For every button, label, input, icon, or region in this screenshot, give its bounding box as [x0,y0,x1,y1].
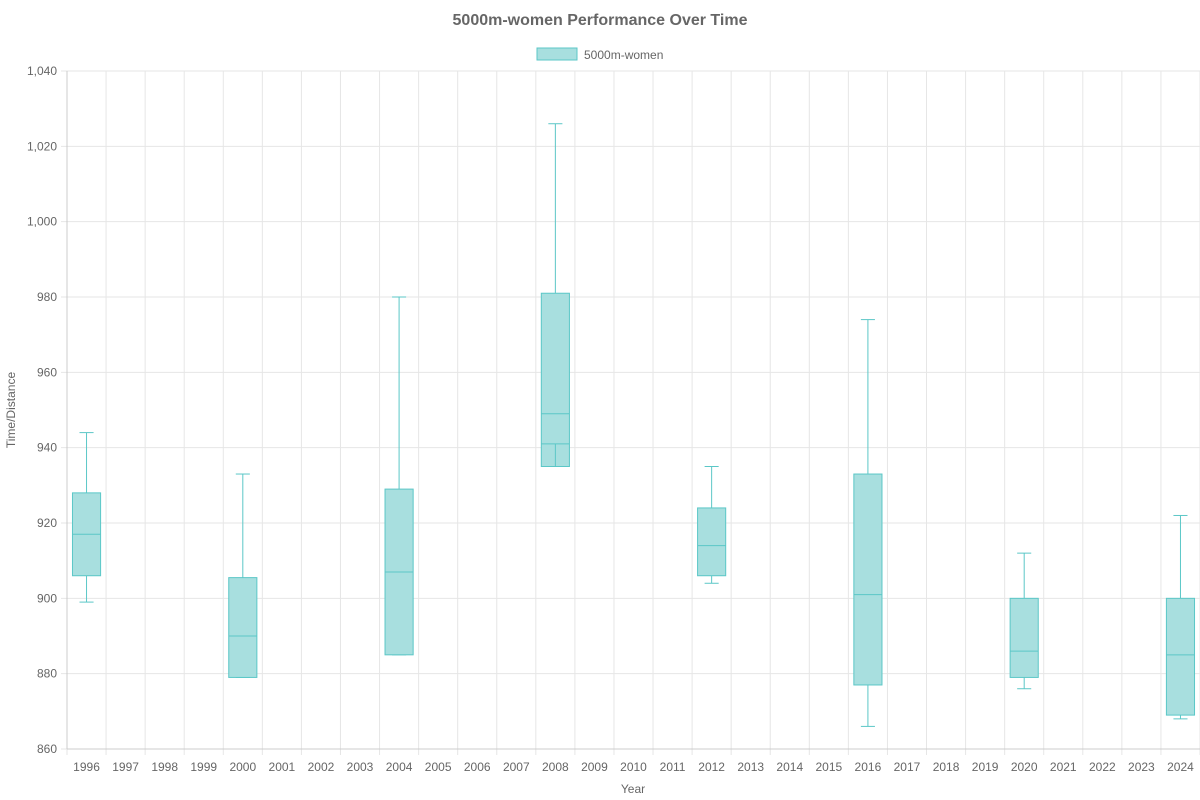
axis-layer: 860 880 900 920 940 960 980 1,000 1,020 1,040 1996… [27,64,1200,774]
x-tick-label: 2023 [1128,760,1155,774]
y-tick-label: 940 [37,441,57,455]
legend-label: 5000m-women [584,48,663,62]
box-2020[interactable] [1009,552,1039,690]
y-tick-label: 900 [37,591,57,605]
x-tick-label: 2000 [229,760,256,774]
x-tick-label: 2004 [386,760,413,774]
chart-title: 5000m-women Performance Over Time [453,12,748,29]
box-iqr [540,292,570,467]
x-axis-title: Year [621,782,645,796]
x-tick-label: 2012 [698,760,725,774]
x-tick-label: 2019 [972,760,999,774]
x-tick-label: 2013 [737,760,764,774]
x-tick-label: 2024 [1167,760,1194,774]
box-2004[interactable] [384,296,414,656]
y-tick-label: 1,000 [27,215,57,229]
x-tick-label: 2007 [503,760,530,774]
x-tick-label: 1997 [112,760,139,774]
box-iqr [1165,597,1196,716]
x-tick-label: 2021 [1050,760,1077,774]
x-tick-label: 2010 [620,760,647,774]
x-tick-label: 2022 [1089,760,1116,774]
box-1996[interactable] [71,432,102,603]
box-2016[interactable] [853,319,883,727]
y-tick-label: 920 [37,516,57,530]
y-tick-label: 960 [37,365,57,379]
x-tick-label: 2011 [660,760,686,774]
x-tick-label: 2016 [855,760,882,774]
x-tick-label: 2018 [933,760,960,774]
grid-layer [61,70,1200,755]
y-tick-label: 1,040 [27,64,57,78]
box-iqr [697,507,727,577]
box-layer [71,123,1196,727]
box-iqr [853,473,883,686]
x-tick-label: 1999 [190,760,217,774]
box-iqr [1009,597,1039,678]
x-tick-label: 2002 [308,760,335,774]
x-tick-label: 1996 [73,760,100,774]
x-tick-label: 2008 [542,760,569,774]
x-tick-label: 2015 [815,760,842,774]
legend[interactable]: 5000m-women [536,47,663,62]
box-2012[interactable] [697,466,727,584]
x-tick-label: 2001 [269,760,296,774]
x-tick-label: 2020 [1011,760,1038,774]
x-tick-label: 2017 [894,760,921,774]
box-2024[interactable] [1165,514,1196,720]
x-tick-label: 2003 [347,760,374,774]
box-iqr [228,577,258,678]
y-tick-label: 980 [37,290,57,304]
legend-swatch [536,47,578,61]
x-tick-label: 2005 [425,760,452,774]
y-axis-title: Time/Distance [4,372,18,449]
box-2000[interactable] [228,473,258,678]
y-tick-label: 880 [37,667,57,681]
box-2008[interactable] [540,123,570,467]
y-tick-label: 1,020 [27,139,57,153]
x-tick-label: 2009 [581,760,608,774]
x-tick-label: 2014 [776,760,803,774]
y-tick-label: 860 [37,742,57,756]
x-tick-label: 2006 [464,760,491,774]
x-tick-label: 1998 [151,760,178,774]
